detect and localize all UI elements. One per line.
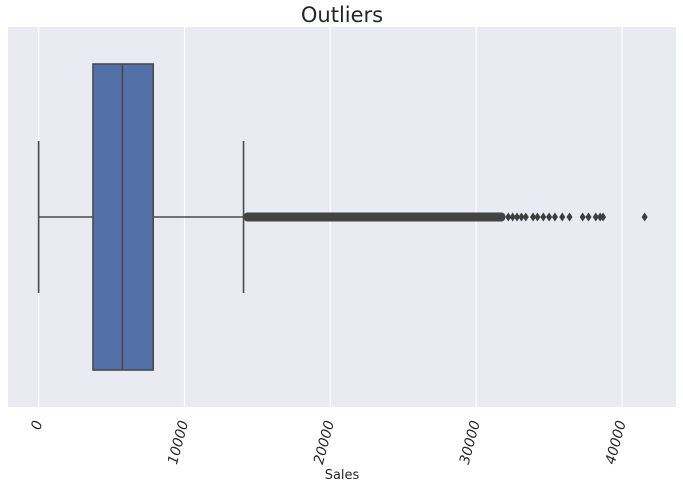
outlier-point [592,212,599,222]
outlier-point [641,212,648,222]
outlier-point [530,212,537,222]
chart-title: Outliers [300,3,384,27]
outlier-point [505,212,512,222]
outlier-band [243,212,506,222]
outlier-point [579,212,586,222]
x-tick-labels: 0 10000 20000 30000 40000 [29,419,630,466]
x-tick-label: 40000 [603,419,630,466]
x-tick-label: 20000 [311,419,338,466]
outlier-point [600,212,607,222]
box-marks [37,63,648,371]
x-axis-label: Sales [325,468,360,483]
outlier-point [551,212,558,222]
outlier-point [514,212,521,222]
outlier-point [585,212,592,222]
x-tick-label: 0 [29,419,47,432]
outlier-point [566,212,573,222]
outlier-point [534,212,541,222]
x-tick-label: 10000 [165,419,192,466]
outlier-point [522,212,529,222]
outlier-point [518,212,525,222]
outlier-point [509,212,516,222]
outlier-point [559,212,566,222]
x-tick-label: 30000 [457,419,484,466]
outlier-point [540,212,547,222]
outlier-point [546,212,553,222]
